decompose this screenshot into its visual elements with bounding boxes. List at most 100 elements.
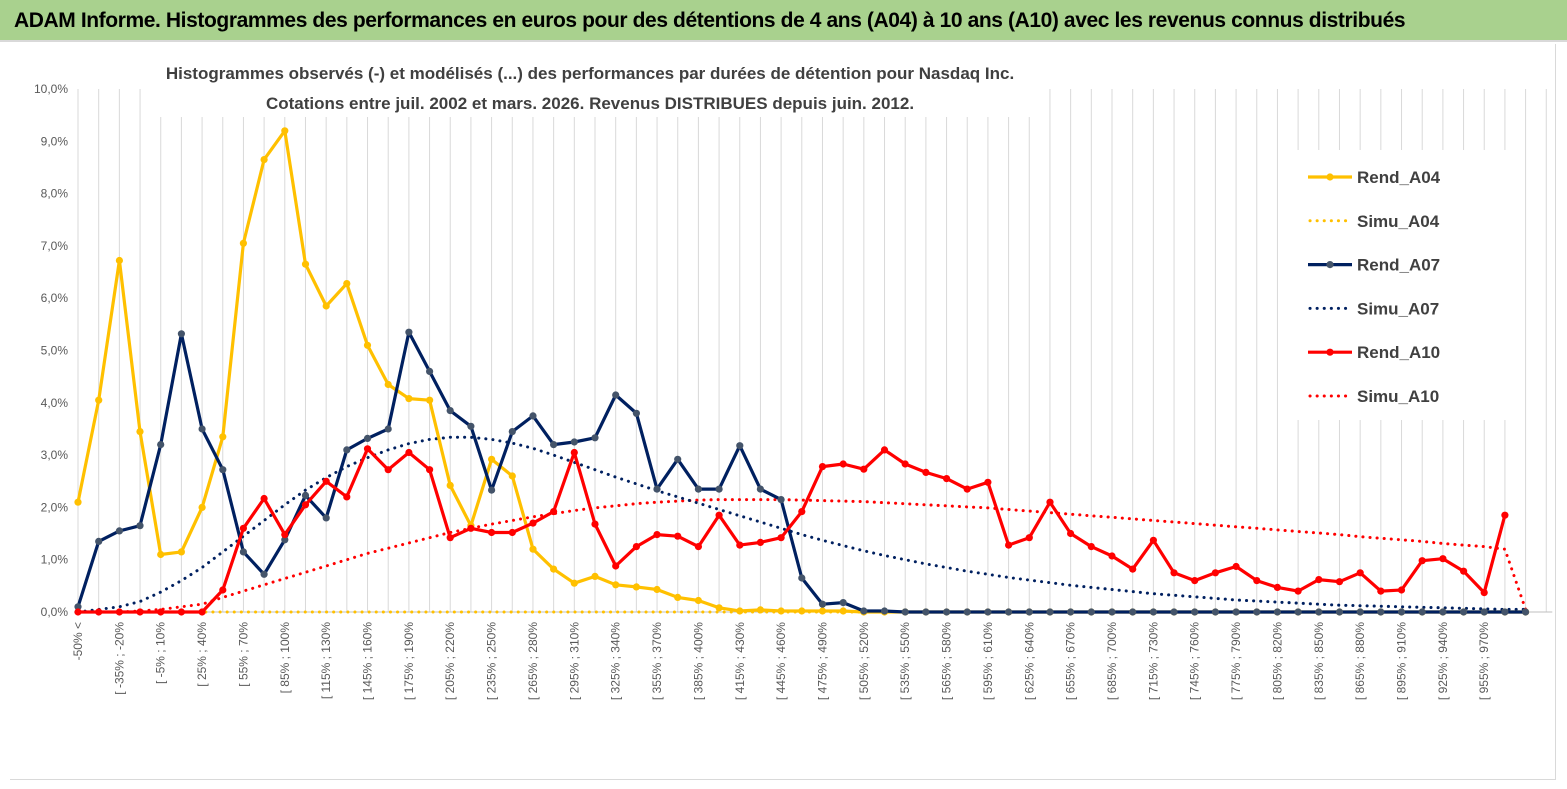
data-point-rend-a10: [756, 538, 765, 547]
data-point-rend-a07: [736, 442, 744, 450]
legend-marker-rend-a07: [1326, 261, 1334, 269]
data-point-rend-a04: [736, 607, 744, 615]
data-point-rend-a07: [322, 514, 330, 522]
data-point-rend-a10: [157, 608, 165, 616]
data-point-rend-a07: [1149, 608, 1157, 616]
data-point-rend-a07: [1273, 608, 1281, 616]
data-point-rend-a10: [1356, 569, 1364, 577]
data-point-rend-a10: [1191, 577, 1199, 585]
series-line-rend-a10: [78, 447, 1507, 614]
data-point-rend-a04: [508, 472, 516, 480]
y-tick-label: 2,0%: [41, 500, 69, 514]
data-point-rend-a10: [1232, 562, 1240, 571]
data-point-rend-a07: [157, 441, 165, 449]
data-point-rend-a07: [508, 428, 516, 436]
data-point-rend-a07: [860, 607, 868, 615]
data-point-rend-a07: [1315, 608, 1323, 616]
data-point-rend-a10: [1253, 577, 1261, 585]
data-point-rend-a07: [1170, 608, 1178, 616]
data-point-rend-a07: [529, 412, 537, 420]
data-point-rend-a10: [1046, 498, 1054, 506]
legend-label-rend-a04: Rend_A04: [1357, 168, 1441, 187]
data-point-rend-a10: [632, 543, 641, 551]
data-point-rend-a07: [446, 407, 454, 415]
x-tick-label: [ 325% ; 340%: [609, 622, 623, 700]
data-point-rend-a07: [943, 608, 951, 616]
x-tick-label: [ 865% ; 880%: [1353, 622, 1367, 700]
legend-background: [1295, 150, 1510, 420]
x-tick-label: [ 355% ; 370%: [650, 622, 664, 700]
data-point-rend-a07: [1294, 608, 1302, 616]
data-point-rend-a07: [1397, 608, 1406, 616]
data-point-rend-a07: [239, 548, 247, 556]
data-point-rend-a04: [612, 581, 620, 589]
data-point-rend-a07: [715, 485, 723, 493]
data-point-rend-a10: [529, 519, 537, 527]
data-point-rend-a07: [984, 608, 992, 616]
data-point-rend-a10: [550, 508, 558, 516]
x-tick-label: [ 775% ; 790%: [1229, 622, 1243, 700]
data-point-rend-a10: [1460, 567, 1468, 575]
legend-label-rend-a07: Rend_A07: [1357, 256, 1440, 275]
x-tick-label: [ 685% ; 700%: [1105, 622, 1119, 700]
data-point-rend-a10: [1067, 529, 1075, 538]
data-point-rend-a10: [1170, 569, 1178, 577]
data-point-rend-a07: [301, 491, 310, 499]
data-point-rend-a04: [405, 395, 413, 403]
x-tick-label: [ 745% ; 760%: [1188, 622, 1202, 700]
data-point-rend-a10: [446, 534, 454, 542]
data-point-rend-a04: [115, 256, 123, 265]
x-tick-label: [ 505% ; 520%: [857, 622, 871, 700]
data-point-rend-a04: [798, 607, 806, 615]
data-point-rend-a07: [281, 536, 289, 544]
data-point-rend-a04: [488, 455, 496, 463]
x-tick-label: [ 295% ; 310%: [567, 622, 581, 700]
data-point-rend-a10: [798, 508, 806, 516]
data-point-rend-a04: [756, 606, 765, 614]
data-point-rend-a07: [1480, 608, 1488, 616]
x-tick-label: [ 445% ; 460%: [774, 622, 788, 700]
data-point-rend-a07: [1501, 608, 1509, 616]
data-point-rend-a07: [591, 434, 599, 442]
y-axis: 0,0% 1,0% 2,0% 3,0% 4,0% 5,0% 6,0% 7,0% 8,0% 9,0%…: [34, 82, 68, 619]
data-point-rend-a10: [1025, 534, 1033, 542]
data-point-rend-a10: [715, 511, 723, 519]
legend-label-rend-a10: Rend_A10: [1357, 343, 1440, 362]
data-point-rend-a07: [777, 496, 785, 504]
x-tick-label: [ 475% ; 490%: [815, 622, 829, 700]
data-point-rend-a10: [922, 468, 930, 476]
legend-label-simu-a10: Simu_A10: [1357, 387, 1439, 406]
x-tick-label: -50% <: [71, 622, 85, 660]
data-point-rend-a07: [1418, 608, 1426, 616]
legend-marker-rend-a10: [1326, 348, 1334, 356]
data-point-rend-a07: [1046, 608, 1054, 616]
report-banner: ADAM Informe. Histogrammes des performan…: [0, 0, 1567, 42]
data-point-rend-a04: [198, 503, 206, 511]
data-point-rend-a10: [1273, 583, 1281, 592]
data-point-rend-a07: [756, 485, 765, 493]
data-point-rend-a07: [467, 422, 475, 430]
data-point-rend-a04: [777, 607, 785, 615]
data-point-rend-a10: [1108, 552, 1116, 560]
data-point-rend-a10: [653, 531, 661, 539]
x-axis: -50% < [ -35% ; -20% [ -5% ; 10% [ 25% ; 40…: [71, 622, 1491, 700]
data-point-rend-a10: [239, 524, 247, 532]
x-tick-label: [ 235% ; 250%: [485, 622, 499, 700]
data-point-rend-a04: [177, 548, 185, 556]
data-point-rend-a04: [550, 565, 558, 573]
data-point-rend-a10: [301, 501, 310, 509]
data-point-rend-a07: [1067, 608, 1075, 616]
legend-label-simu-a04: Simu_A04: [1357, 212, 1440, 231]
data-point-rend-a07: [922, 608, 930, 616]
data-point-rend-a07: [901, 608, 909, 616]
data-point-rend-a07: [1191, 608, 1199, 616]
data-point-rend-a10: [1211, 569, 1219, 577]
data-point-rend-a04: [260, 156, 268, 164]
data-point-rend-a04: [632, 583, 641, 591]
data-point-rend-a04: [715, 604, 723, 612]
data-point-rend-a04: [239, 239, 247, 247]
data-point-rend-a07: [405, 328, 413, 336]
data-point-rend-a04: [426, 396, 434, 404]
data-point-rend-a10: [508, 528, 516, 537]
data-point-rend-a04: [694, 596, 703, 605]
